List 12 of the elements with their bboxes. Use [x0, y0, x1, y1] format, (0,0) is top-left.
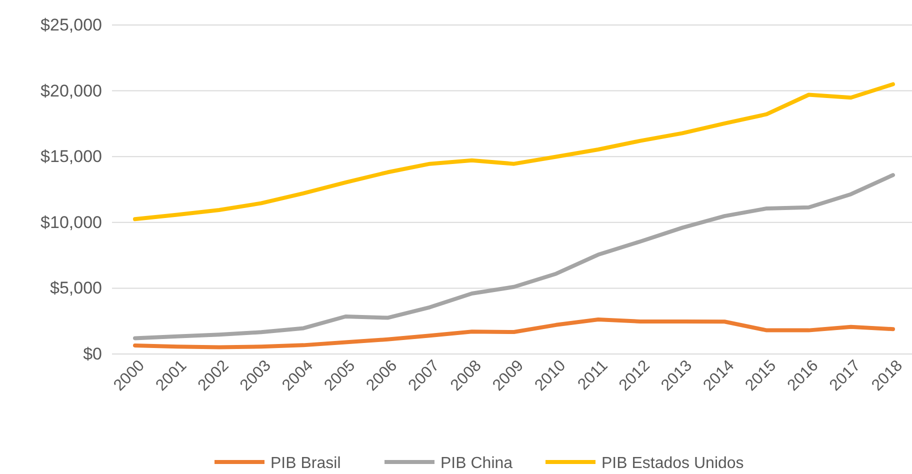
legend-label: PIB Estados Unidos [602, 455, 744, 472]
y-tick-label: $10,000 [40, 212, 102, 232]
line-series [133, 318, 895, 350]
legend-label: PIB China [440, 455, 513, 472]
y-tick-label: $0 [83, 344, 102, 364]
line-series [133, 82, 895, 222]
legend-label: PIB Brasil [270, 455, 341, 472]
y-tick-label: $25,000 [40, 15, 102, 34]
y-tick-label: $5,000 [50, 278, 102, 298]
y-tick-label: $20,000 [40, 81, 102, 100]
y-tick-label: $15,000 [40, 147, 102, 166]
line-series [133, 173, 895, 340]
